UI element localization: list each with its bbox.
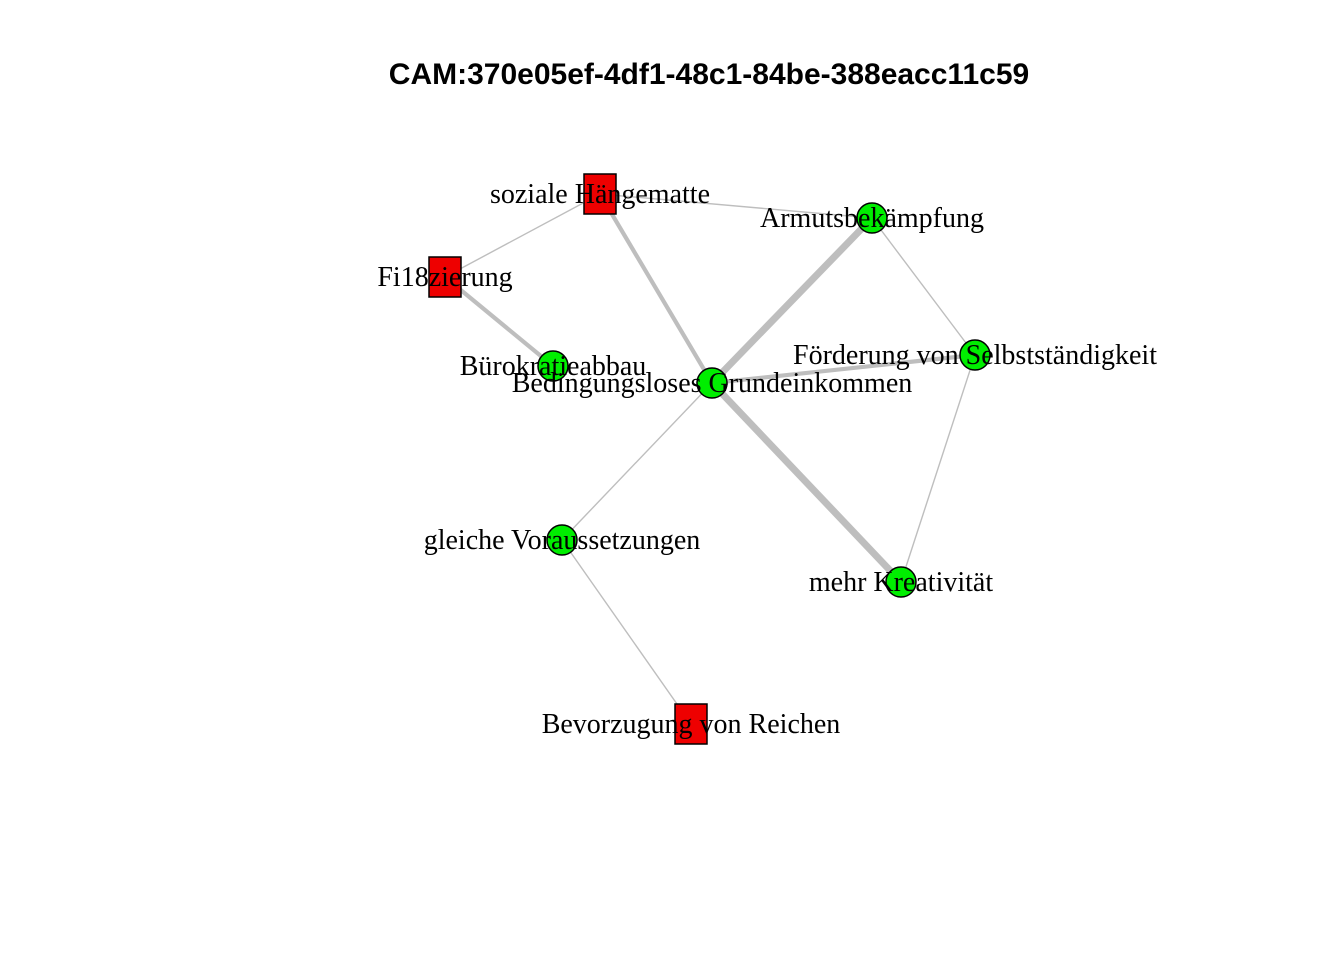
- edge-gv-reich: [561, 539, 692, 725]
- node-krea: [885, 566, 917, 598]
- node-arm: [856, 202, 888, 234]
- node-selb: [959, 339, 991, 371]
- node-label-arm: Armutsbekämpfung: [760, 203, 984, 234]
- edges-layer: [443, 192, 976, 725]
- node-label-fin: Fi18zierung: [377, 262, 512, 293]
- node-label-bge: Bedingungsloses Grundeinkommen: [512, 368, 913, 399]
- edge-sh-arm: [599, 193, 873, 219]
- node-gv: [546, 524, 578, 556]
- node-label-buero: Bürokratieabbau: [460, 351, 647, 382]
- node-label-selb: Förderung von Selbstständigkeit: [793, 340, 1157, 371]
- edge-bge-krea: [709, 380, 904, 585]
- node-label-reich: Bevorzugung von Reichen: [542, 709, 841, 740]
- edge-bge-selb: [711, 352, 976, 386]
- node-buero: [537, 350, 569, 382]
- nodes-layer: [428, 173, 991, 745]
- node-bge: [696, 367, 728, 399]
- labels-layer: Bedingungsloses Grundeinkommen soziale Hä…: [377, 179, 1157, 740]
- node-fin: [428, 256, 462, 298]
- graph-title: CAM:370e05ef-4df1-48c1-84be-388eacc11c59: [388, 58, 1030, 91]
- edge-arm-selb: [871, 217, 976, 356]
- node-label-gv: gleiche Voraussetzungen: [424, 525, 701, 556]
- edge-selb-krea: [900, 354, 976, 583]
- edge-sh-fin: [444, 193, 601, 278]
- edge-sh-bge: [598, 192, 714, 385]
- edge-bge-gv: [561, 382, 713, 541]
- edge-arm-bge: [709, 215, 875, 386]
- node-label-krea: mehr Kreativität: [809, 567, 993, 598]
- node-sh: [583, 173, 617, 215]
- node-reich: [674, 703, 708, 745]
- node-label-sh: soziale Hängematte: [490, 179, 710, 210]
- edge-fin-buero: [443, 275, 555, 368]
